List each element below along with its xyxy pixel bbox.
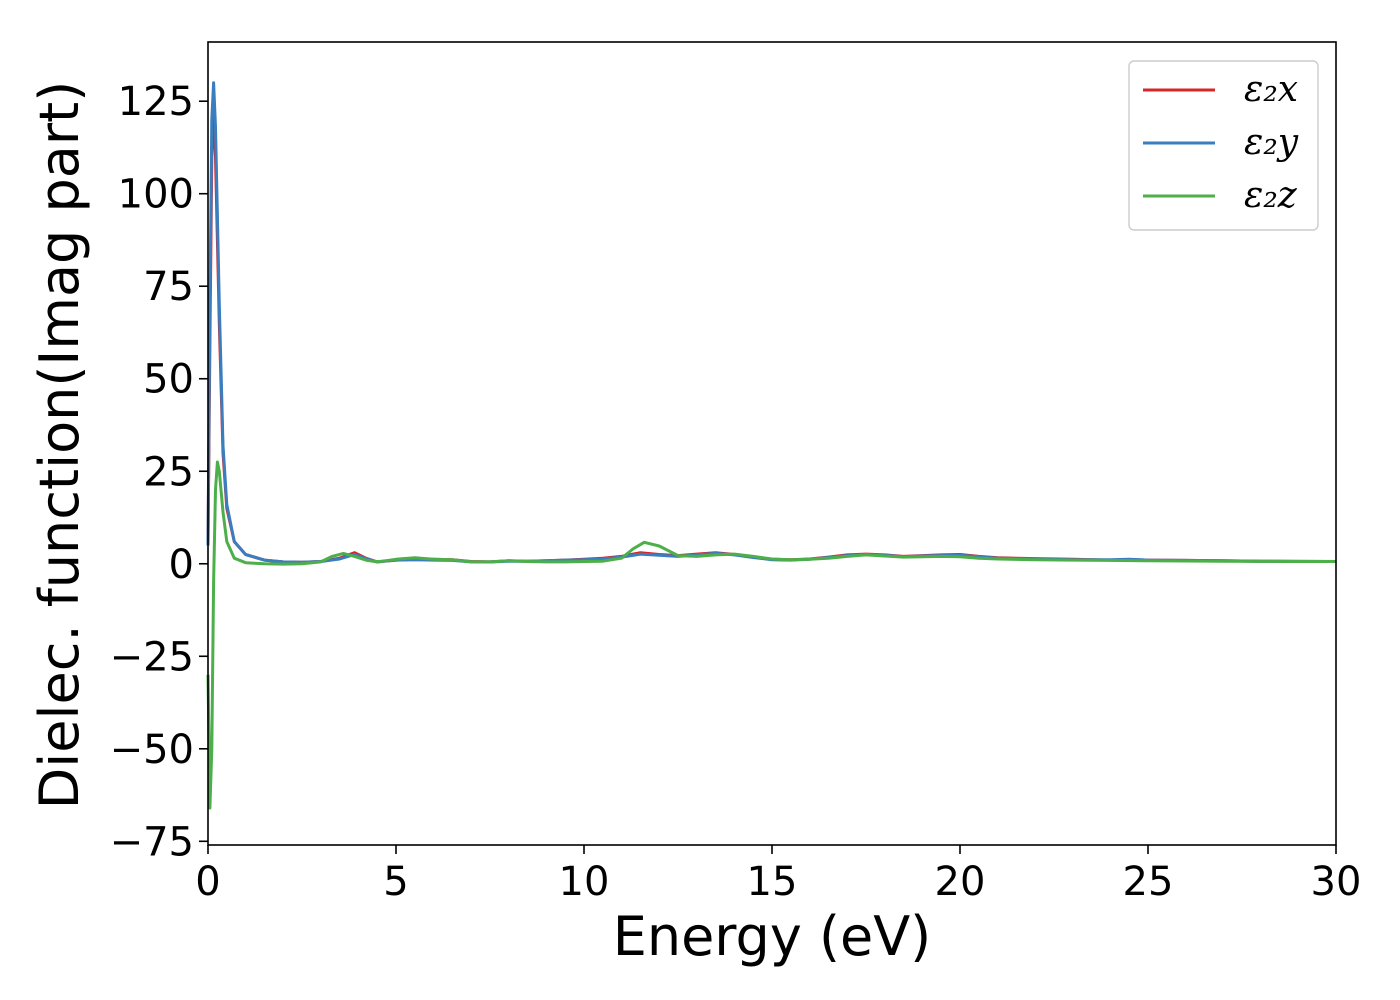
- y-tick-label: 75: [143, 264, 194, 310]
- y-tick-label: 125: [118, 79, 194, 125]
- x-axis: 0 5 10 15 20 25 30: [195, 845, 1361, 905]
- series-line-2: [206, 460, 1336, 810]
- y-tick-label: 100: [118, 172, 194, 218]
- legend: ε₂x ε₂y ε₂z: [1128, 60, 1319, 231]
- x-tick-label: 5: [383, 859, 408, 905]
- x-tick-label: 25: [1123, 859, 1174, 905]
- series-layer: [206, 81, 1337, 810]
- y-tick-label: 0: [169, 542, 194, 588]
- y-axis: −75 −50 −25 0 25 50 75 100 125: [110, 79, 208, 865]
- legend-label: ε₂x: [1244, 69, 1298, 110]
- y-axis-title: Dielec. function(Imag part): [28, 81, 91, 810]
- x-tick-label: 0: [195, 859, 220, 905]
- legend-label: ε₂z: [1244, 175, 1298, 216]
- x-tick-label: 10: [559, 859, 610, 905]
- y-tick-label: −75: [110, 819, 194, 865]
- x-tick-label: 15: [747, 859, 798, 905]
- y-tick-label: −50: [110, 727, 194, 773]
- y-tick-label: 50: [143, 357, 194, 403]
- x-tick-label: 30: [1311, 859, 1362, 905]
- x-tick-label: 20: [935, 859, 986, 905]
- legend-box: [1128, 60, 1319, 231]
- x-axis-title: Energy (eV): [613, 905, 932, 968]
- y-tick-label: −25: [110, 634, 194, 680]
- legend-label: ε₂y: [1244, 122, 1299, 163]
- y-tick-label: 25: [143, 449, 194, 495]
